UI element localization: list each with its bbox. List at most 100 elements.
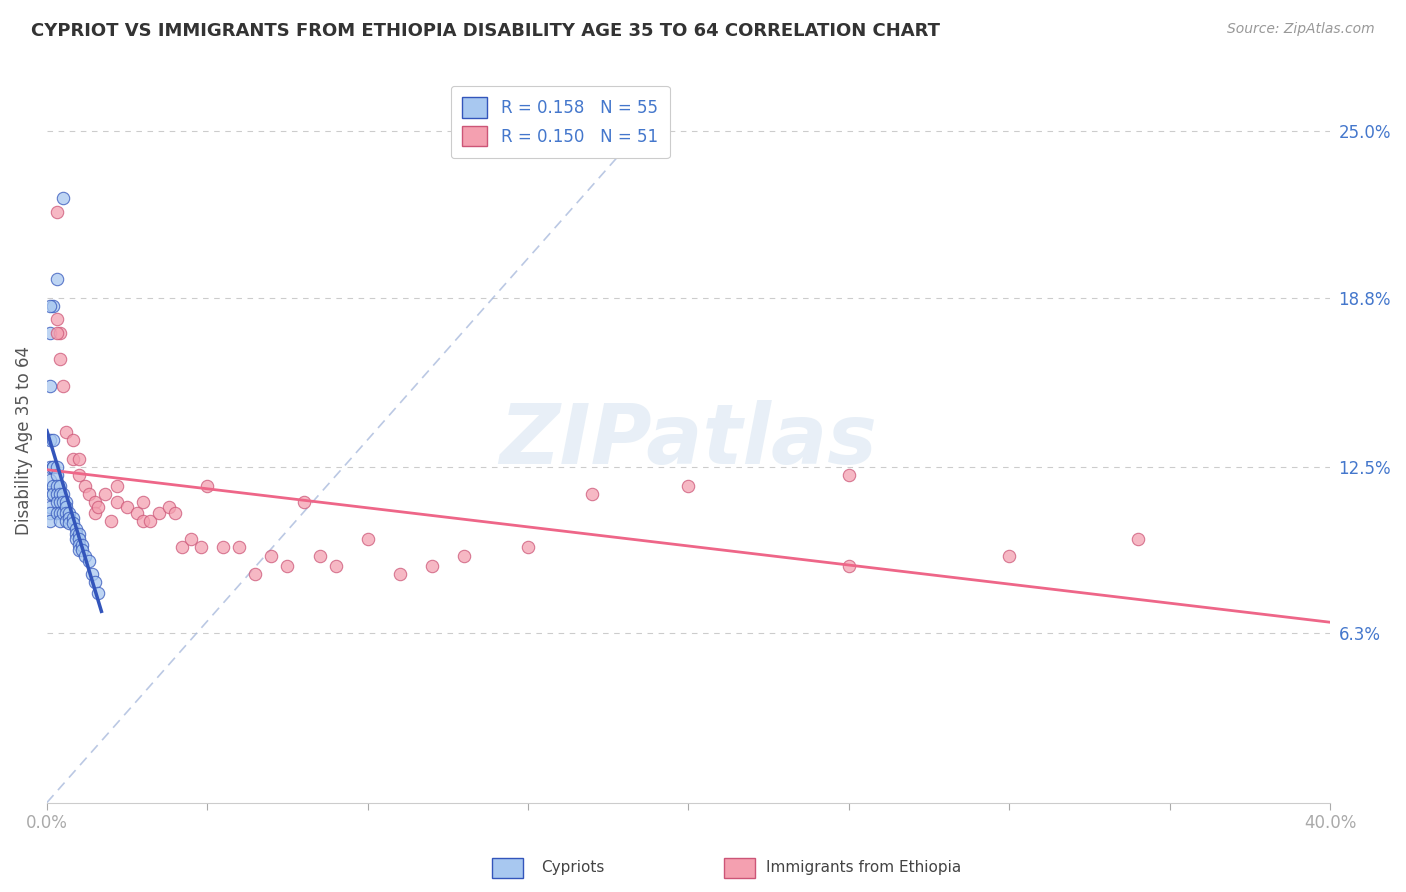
Point (42, 487, 65, 501)
Point (42, 433, 65, 447)
Point (838, 467, 860, 482)
Point (212, 541, 235, 555)
Point (39, 326, 62, 340)
Point (107, 478, 129, 492)
Point (170, 541, 193, 555)
Point (65, 522, 87, 536)
Point (58, 516, 80, 531)
Point (115, 500, 138, 515)
Point (39, 459, 62, 474)
Point (39, 506, 62, 520)
Point (998, 549, 1021, 563)
Point (62, 516, 84, 531)
Point (138, 514, 160, 528)
Point (67, 451, 90, 466)
Point (55, 425, 77, 439)
Point (84, 495, 107, 509)
Point (48, 495, 70, 509)
Point (325, 559, 347, 574)
Text: Source: ZipAtlas.com: Source: ZipAtlas.com (1227, 22, 1375, 37)
Point (45, 506, 67, 520)
Point (39, 299, 62, 313)
Point (39, 379, 62, 393)
Point (39, 433, 62, 447)
Point (45, 272, 67, 286)
Point (39, 473, 62, 487)
Point (58, 511, 80, 525)
Point (75, 549, 97, 563)
Point (62, 451, 84, 466)
Point (260, 549, 283, 563)
Point (77, 554, 100, 568)
Point (1126, 533, 1149, 547)
Point (228, 541, 250, 555)
Point (84, 506, 107, 520)
Point (678, 478, 700, 492)
Point (39, 500, 62, 515)
Point (581, 487, 603, 501)
Point (93, 487, 115, 501)
Point (52, 379, 75, 393)
Point (45, 204, 67, 219)
Point (48, 478, 70, 492)
Point (195, 478, 218, 492)
Point (48, 514, 70, 528)
Point (132, 495, 155, 509)
Point (45, 312, 67, 326)
Point (48, 352, 70, 367)
Point (48, 506, 70, 520)
Point (100, 514, 122, 528)
Point (357, 533, 380, 547)
Point (39, 487, 62, 501)
Point (420, 559, 443, 574)
Point (55, 500, 77, 515)
Legend: R = 0.158   N = 55, R = 0.150   N = 51: R = 0.158 N = 55, R = 0.150 N = 51 (451, 86, 669, 158)
Point (157, 500, 180, 515)
Point (67, 533, 90, 547)
Point (453, 549, 475, 563)
Point (84, 575, 107, 590)
Point (62, 433, 84, 447)
Point (292, 495, 315, 509)
Point (67, 467, 90, 482)
Point (132, 514, 155, 528)
Text: CYPRIOT VS IMMIGRANTS FROM ETHIOPIA DISABILITY AGE 35 TO 64 CORRELATION CHART: CYPRIOT VS IMMIGRANTS FROM ETHIOPIA DISA… (31, 22, 941, 40)
Point (388, 567, 411, 582)
Point (42, 459, 65, 474)
Point (39, 514, 62, 528)
Text: Immigrants from Ethiopia: Immigrants from Ethiopia (766, 860, 962, 874)
Point (65, 527, 87, 541)
Point (45, 326, 67, 340)
Point (55, 514, 77, 528)
Point (80, 567, 103, 582)
Point (45, 459, 67, 474)
Point (52, 191, 75, 205)
Point (276, 559, 298, 574)
Point (75, 478, 97, 492)
Point (42, 459, 65, 474)
Point (77, 487, 100, 501)
Point (45, 487, 67, 501)
Point (67, 538, 90, 552)
Point (70, 543, 93, 558)
Text: ZIPatlas: ZIPatlas (499, 400, 877, 481)
Point (67, 543, 90, 558)
Point (190, 541, 212, 555)
Point (45, 478, 67, 492)
Point (42, 478, 65, 492)
Point (245, 567, 267, 582)
Point (838, 559, 860, 574)
Point (517, 541, 540, 555)
Point (125, 506, 148, 520)
Point (62, 511, 84, 525)
Point (58, 506, 80, 520)
Point (55, 506, 77, 520)
Text: Cypriots: Cypriots (541, 860, 605, 874)
Point (48, 326, 70, 340)
Point (87, 500, 110, 515)
Point (308, 549, 330, 563)
Point (65, 533, 87, 547)
Point (42, 299, 65, 313)
Point (52, 506, 75, 520)
Point (52, 495, 75, 509)
